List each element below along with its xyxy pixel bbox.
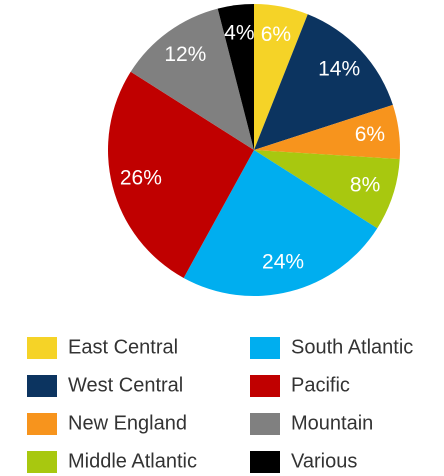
- pie-slice: [108, 71, 255, 278]
- slice-label: 12%: [164, 43, 206, 66]
- pie-slice: [183, 150, 378, 296]
- legend-swatch: [250, 451, 280, 473]
- legend-label: New England: [68, 412, 187, 434]
- legend-swatch: [27, 413, 57, 435]
- legend-swatch: [250, 375, 280, 397]
- legend-label: West Central: [68, 374, 183, 396]
- legend-label: East Central: [68, 336, 178, 358]
- slice-label: 8%: [350, 174, 380, 197]
- pie-slice: [254, 4, 308, 150]
- legend-swatch: [27, 375, 57, 397]
- pie-slice: [254, 104, 400, 160]
- pie-slice: [130, 8, 254, 151]
- legend-label: South Atlantic: [291, 336, 413, 358]
- slice-label: 26%: [120, 167, 162, 190]
- pie-slice: [254, 14, 393, 150]
- legend-label: Mountain: [291, 412, 373, 434]
- slice-label: 6%: [261, 23, 291, 46]
- slice-label: 4%: [224, 22, 254, 45]
- legend-swatch: [250, 413, 280, 435]
- pie-slice: [217, 4, 254, 150]
- legend-swatch: [27, 451, 57, 473]
- legend-label: Various: [291, 450, 357, 472]
- legend-swatch: [250, 337, 280, 359]
- pie-slice: [254, 150, 400, 229]
- slice-label: 24%: [262, 251, 304, 274]
- legend-swatch: [27, 337, 57, 359]
- legend-label: Middle Atlantic: [68, 450, 197, 472]
- slice-label: 14%: [318, 58, 360, 81]
- slice-label: 6%: [355, 123, 385, 146]
- legend-label: Pacific: [291, 374, 350, 396]
